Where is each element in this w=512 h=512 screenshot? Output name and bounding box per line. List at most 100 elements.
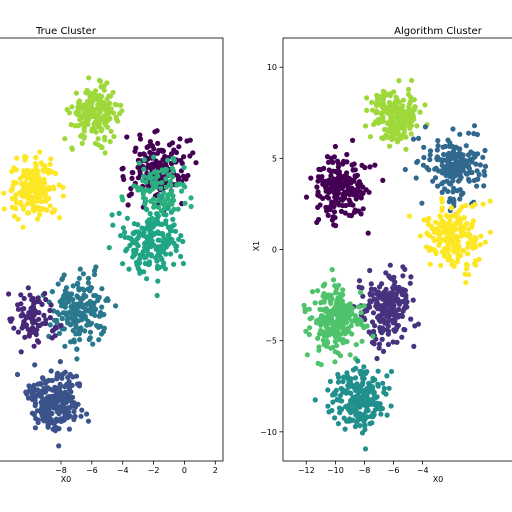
data-point — [374, 355, 380, 362]
data-point — [190, 150, 196, 156]
data-point — [329, 316, 335, 322]
data-point — [42, 409, 48, 415]
data-point — [96, 324, 102, 330]
data-point — [56, 215, 63, 221]
data-point — [70, 283, 76, 289]
data-point — [353, 400, 359, 406]
data-point — [355, 183, 362, 189]
data-point — [71, 339, 77, 345]
x-tick-label: −12 — [298, 466, 315, 475]
data-point — [120, 261, 126, 267]
data-point — [438, 262, 444, 268]
data-point — [158, 185, 164, 191]
data-point — [50, 403, 56, 409]
data-point — [117, 111, 123, 117]
data-point — [43, 296, 49, 303]
y-axis-label: X1 — [252, 241, 261, 252]
data-point — [37, 212, 43, 218]
y-tick-label: −10 — [260, 428, 277, 437]
data-point — [351, 209, 357, 215]
data-point — [52, 424, 59, 430]
data-point — [137, 136, 144, 142]
data-point — [352, 174, 359, 180]
data-point — [390, 339, 396, 345]
data-point — [155, 140, 161, 146]
data-point — [48, 368, 54, 374]
data-point — [321, 320, 327, 326]
data-point — [74, 293, 80, 299]
data-point — [321, 291, 327, 297]
data-point — [155, 173, 161, 179]
data-point — [170, 216, 176, 222]
data-point — [155, 278, 161, 284]
data-point — [394, 96, 400, 102]
data-point — [45, 401, 51, 407]
data-point — [60, 193, 66, 199]
data-point — [170, 197, 176, 203]
data-point — [321, 165, 327, 171]
data-point — [320, 337, 326, 343]
data-point — [441, 157, 447, 163]
data-point — [178, 157, 184, 164]
data-point — [180, 260, 186, 267]
data-point — [19, 189, 25, 195]
data-point — [425, 218, 431, 224]
data-point — [324, 205, 330, 211]
data-point — [46, 185, 52, 191]
data-point — [169, 188, 175, 195]
data-point — [170, 168, 177, 174]
data-point — [302, 308, 308, 315]
data-point — [336, 374, 342, 380]
data-point — [167, 178, 174, 184]
data-point — [25, 171, 32, 177]
data-point — [30, 295, 36, 302]
data-point — [88, 305, 94, 311]
data-point — [393, 295, 399, 301]
data-point — [58, 322, 64, 329]
data-point — [177, 136, 183, 142]
data-point — [41, 418, 47, 424]
data-point — [59, 403, 65, 409]
data-point — [448, 169, 454, 175]
x-tick-label: −8 — [359, 466, 371, 475]
data-point — [303, 328, 309, 334]
data-point — [31, 318, 37, 324]
data-point — [329, 202, 335, 208]
data-point — [14, 155, 20, 161]
data-point — [339, 182, 345, 188]
data-point — [356, 410, 362, 416]
data-point — [133, 145, 139, 151]
data-point — [387, 262, 393, 268]
data-point — [370, 414, 376, 420]
data-point — [145, 251, 152, 257]
data-point — [47, 307, 53, 314]
data-point — [67, 293, 73, 299]
data-point — [386, 99, 393, 106]
data-point — [320, 283, 326, 289]
data-point — [361, 303, 367, 309]
data-point — [178, 233, 184, 239]
data-point — [87, 335, 93, 341]
data-point — [324, 308, 330, 314]
data-point — [133, 259, 140, 265]
data-point — [430, 178, 436, 184]
data-point — [57, 299, 63, 305]
data-point — [433, 219, 439, 225]
data-point — [400, 97, 407, 103]
data-point — [380, 177, 386, 183]
data-point — [38, 160, 44, 166]
data-point — [359, 338, 365, 344]
data-point — [448, 162, 454, 168]
data-point — [113, 114, 119, 120]
data-point — [410, 136, 417, 142]
data-point — [136, 256, 143, 262]
data-point — [375, 381, 381, 387]
data-point — [362, 422, 368, 428]
x-tick-label: −10 — [327, 466, 344, 475]
data-point — [393, 109, 399, 115]
data-point — [406, 213, 413, 219]
data-point — [21, 306, 27, 312]
data-point — [56, 443, 62, 449]
data-point — [384, 412, 390, 418]
data-point — [439, 199, 445, 205]
